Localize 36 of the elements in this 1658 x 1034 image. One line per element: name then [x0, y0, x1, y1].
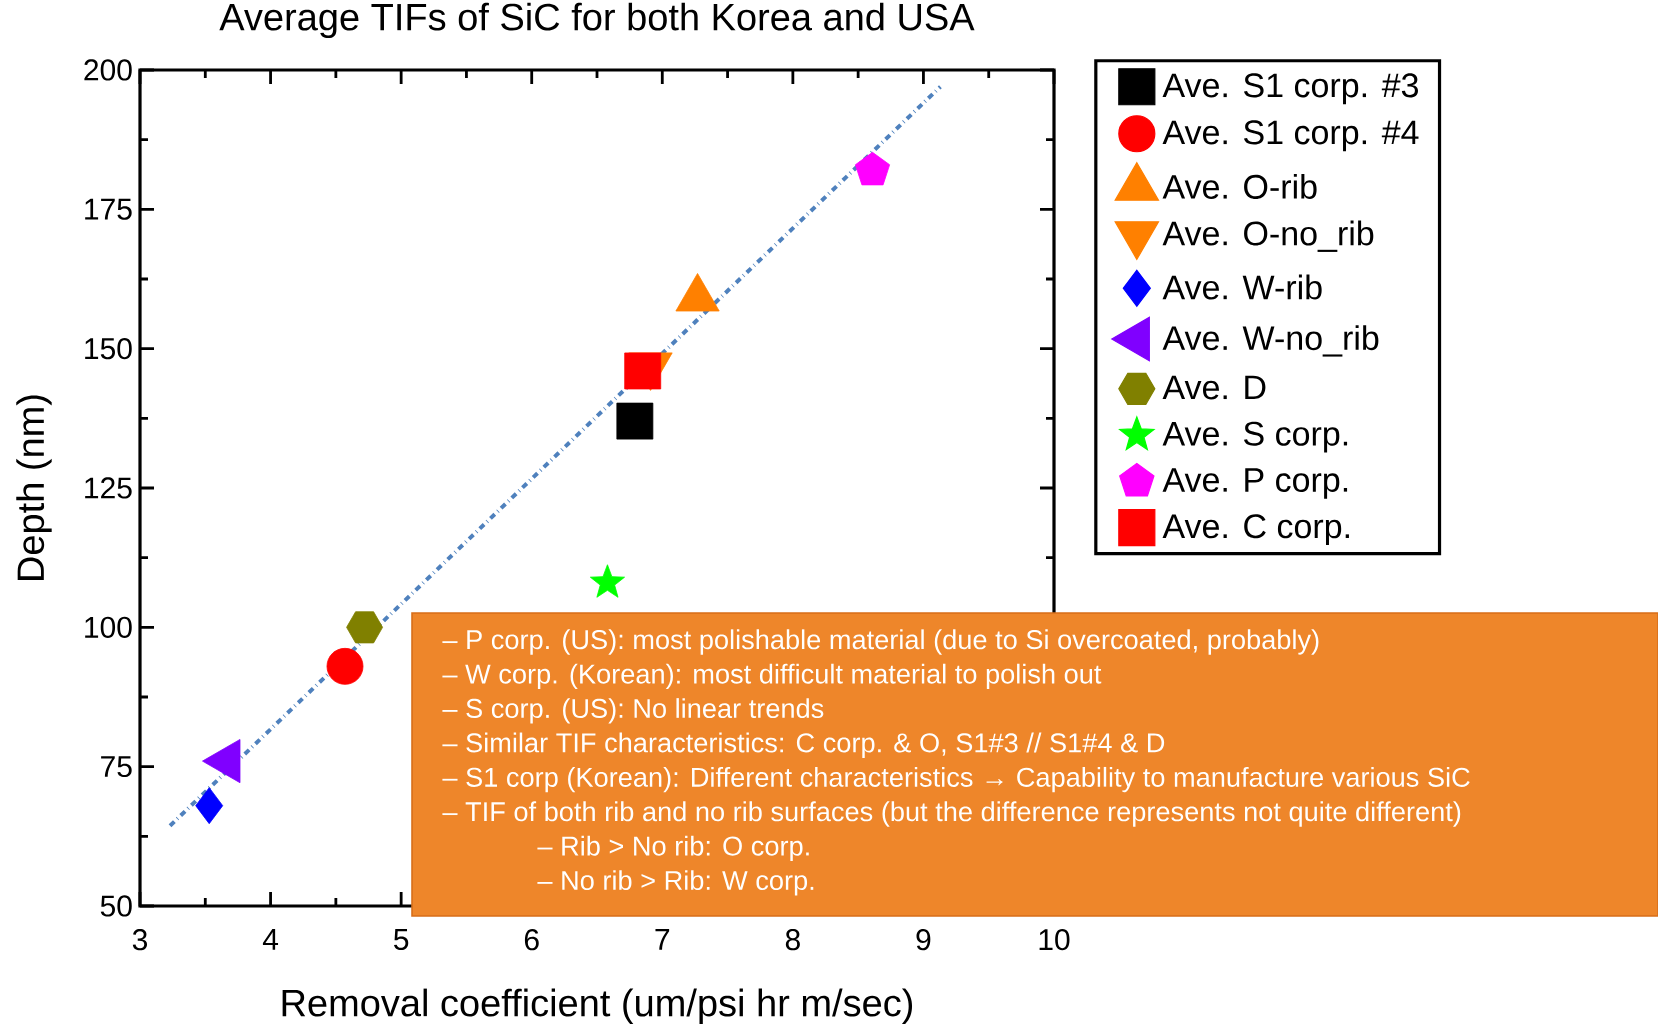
annotation: – No rib > Rib: W corp. — [537, 870, 814, 896]
x-tick-label: 3 — [132, 929, 148, 951]
annotation: – Similar TIF characteristics: C corp. & O, S1#3 // S1#4 & D — [442, 732, 1165, 758]
legend-label: Ave. P corp. — [1162, 468, 1348, 499]
x-tick-label: 4 — [262, 929, 279, 950]
legend-label: Ave. S1 corp. #4 — [1162, 120, 1419, 152]
y-tick-label: 75 — [101, 756, 132, 778]
legend-label: Ave. C corp. — [1162, 514, 1349, 546]
y-tick-label: 150 — [85, 338, 132, 360]
legend-label: Ave. S1 corp. #3 — [1162, 73, 1418, 105]
x-tick-label: 8 — [785, 929, 800, 951]
x-tick-label: 9 — [916, 929, 931, 951]
y-tick-label: 175 — [85, 198, 132, 220]
y-tick-label: 100 — [85, 616, 132, 638]
y-tick-label: 50 — [100, 895, 132, 917]
annotation: – S corp. (US): No linear trends — [442, 698, 824, 724]
x-tick-label: 10 — [1039, 929, 1070, 951]
y-tick-label: 200 — [84, 59, 132, 81]
y-tick-label: 125 — [85, 477, 132, 499]
legend-label: Ave. W-no_rib — [1162, 325, 1379, 357]
y-axis-title: Depth (nm) — [16, 395, 52, 580]
legend-label: Ave. O-rib — [1162, 173, 1317, 199]
legend-label: Ave. W-rib — [1162, 274, 1322, 300]
annotation: – S1 corp (Korean): Different characteristics → Capability to manufacture various SiC — [442, 766, 1470, 793]
x-tick-label: 6 — [524, 929, 539, 951]
annotation: – Rib > No rib: O corp. — [537, 835, 809, 862]
legend-label: Ave. O-no_rib — [1162, 220, 1374, 252]
legend-label: Ave. D — [1162, 375, 1266, 400]
x-tick-label: 7 — [655, 929, 670, 950]
legend-label: Ave. S corp. — [1162, 421, 1348, 453]
chart-title: Average TIFs of SiC for both Korea and USA — [219, 2, 975, 39]
annotation: – P corp. (US): most polishable material (due to Si overcoated, probably) — [442, 629, 1319, 655]
annotation: – TIF of both rib and no rib surfaces (but the difference represents not quite different) — [442, 801, 1461, 827]
x-axis-title: Removal coefficient (um/psi hr m/sec) — [282, 988, 913, 1025]
annotation: – W corp. (Korean): most difficult material to polish out — [442, 663, 1102, 690]
x-tick-label: 5 — [394, 929, 409, 950]
